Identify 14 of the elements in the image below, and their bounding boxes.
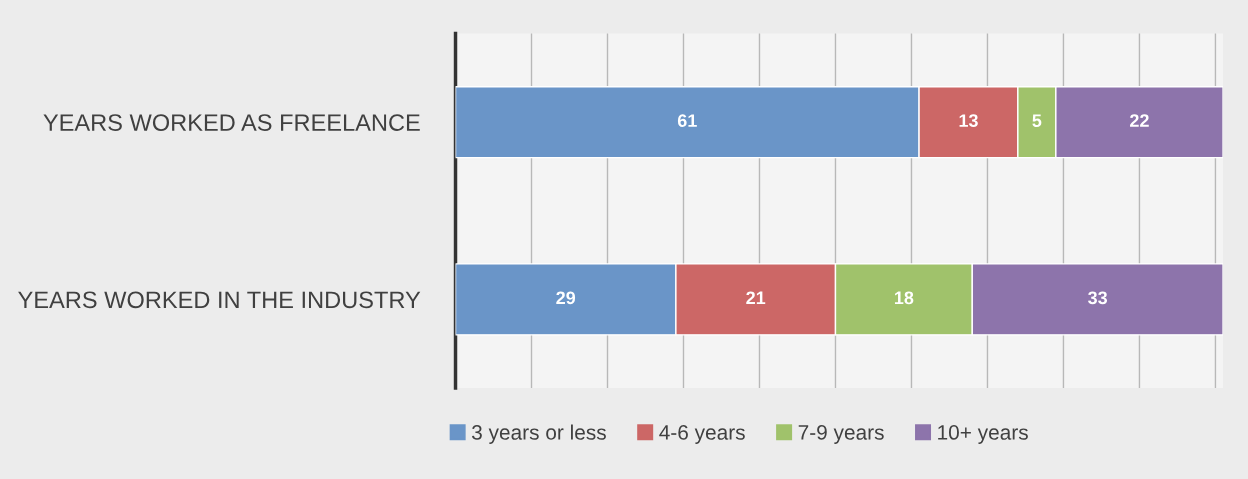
legend-label: 4-6 years: [659, 425, 745, 444]
data-label: 18: [894, 291, 914, 305]
data-label: 21: [746, 291, 766, 305]
y-tick-label: YEARS WORKED IN THE INDUSTRY: [18, 291, 421, 309]
data-label: 61: [677, 114, 697, 127]
data-label: 13: [959, 114, 978, 128]
legend-label: 10+ years: [938, 425, 1028, 444]
legend-label: 3 years or less: [471, 424, 606, 444]
data-label: 22: [1130, 114, 1149, 127]
data-label: 33: [1088, 291, 1108, 305]
legend-label: 7-9 years: [798, 425, 884, 444]
data-label: 5: [1032, 114, 1042, 127]
data-label: 29: [556, 291, 576, 305]
y-tick-label: YEARS WORKED AS FREELANCE: [43, 114, 420, 131]
